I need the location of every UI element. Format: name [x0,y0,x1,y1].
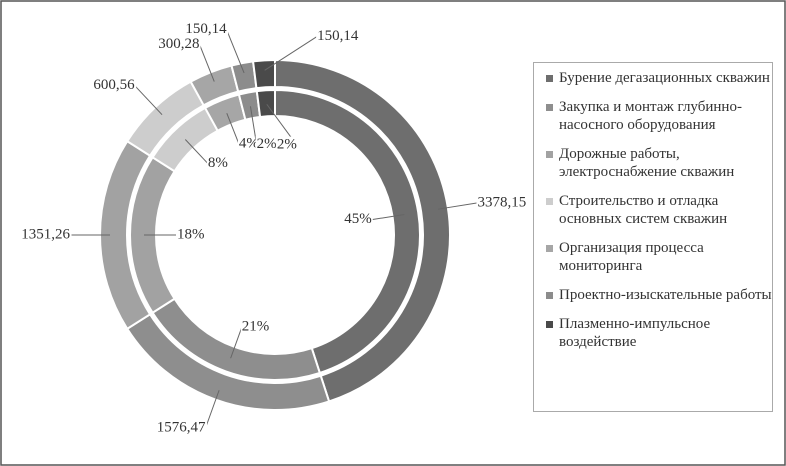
legend-item: Плазменно-импульсное воздействие [546,315,772,351]
data-label: 1576,47 [157,419,206,435]
leader-line [249,106,258,145]
legend-item: Дорожные работы, электроснабжение скважи… [546,145,772,181]
data-label: 18% [177,226,205,242]
label-bg [275,136,298,153]
data-label: 2% [257,136,277,152]
legend-item: Закупка и монтаж глубинно-насосного обор… [546,98,772,134]
data-label: 21% [242,319,270,335]
legend-label: Строительство и отладка основных систем … [559,193,728,227]
legend-item: Строительство и отладка основных систем … [546,192,772,228]
donut-segment [255,88,276,119]
legend-label: Плазменно-импульсное воздействие [559,316,711,350]
legend-swatch [546,292,553,299]
label-bg [237,135,260,152]
label-bg [184,21,229,38]
label-bg [476,194,528,211]
donut-segment [251,58,276,90]
data-label: 2% [277,137,297,153]
leader-line [134,85,163,116]
label-bg [206,154,229,171]
legend-swatch [546,104,553,111]
data-label: 8% [208,155,228,171]
legend-swatch [546,245,553,252]
legend: Бурение дегазационных скважин Закупка и м… [533,62,773,412]
label-bg [20,226,72,243]
legend-label: Бурение дегазационных скважин [559,70,770,86]
leader-line [437,202,478,210]
legend-swatch [546,151,553,158]
legend-item: Бурение дегазационных скважин [546,69,772,87]
leader-line [226,29,245,74]
legend-label: Закупка и монтаж глубинно-насосного обор… [559,99,742,133]
leader-line [184,139,209,164]
data-label: 3378,15 [477,194,526,210]
leader-line [230,327,243,359]
data-label: 1351,26 [21,226,70,242]
legend-swatch [546,198,553,205]
label-bg [176,226,206,243]
legend-swatch [546,75,553,82]
label-bg [157,35,201,52]
label-bg [240,318,271,335]
legend-swatch [546,321,553,328]
leader-line [264,35,318,71]
label-bg [155,419,208,436]
legend-label: Организация процесса мониторинга [559,240,704,274]
leader-line [371,214,405,221]
data-label: 150,14 [317,28,359,44]
data-label: 45% [344,211,372,227]
label-bg [255,136,278,153]
data-label: 600,56 [93,77,135,93]
leader-line [205,390,220,429]
leader-line [226,113,240,145]
legend-label: Проектно-изыскательные работы [559,287,772,303]
data-label: 300,28 [158,36,199,52]
label-bg [316,27,360,44]
legend-item: Проектно-изыскательные работы [546,286,772,304]
legend-label: Дорожные работы, электроснабжение скважи… [559,146,735,180]
data-label: 150,14 [185,21,227,37]
label-bg [92,76,137,93]
label-bg [343,211,373,228]
leader-line [199,44,215,82]
legend-item: Организация процесса мониторинга [546,239,772,275]
data-label: 4% [239,135,259,151]
